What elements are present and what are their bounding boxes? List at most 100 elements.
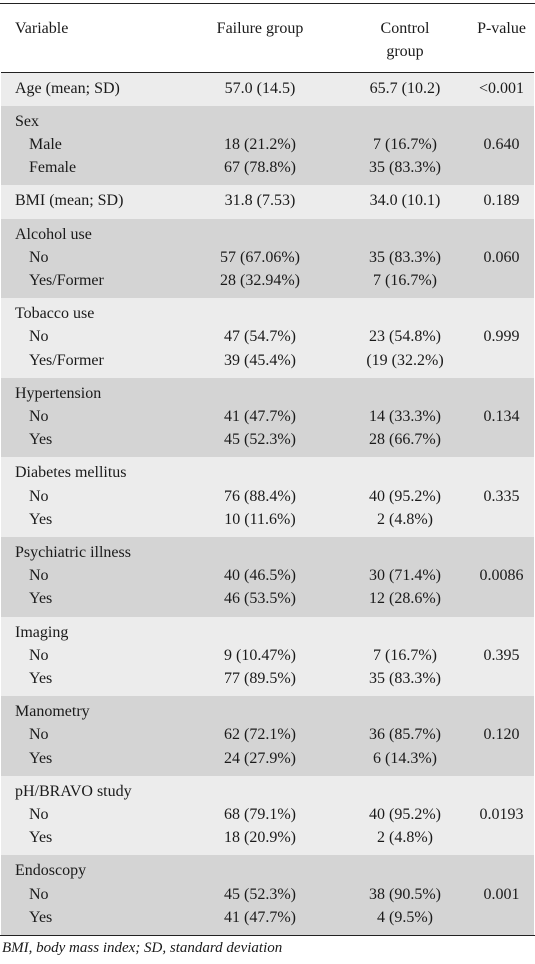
p-cell: 0.134 [475,378,534,458]
failure-value: 18 (20.9%) [224,829,296,847]
sub-row-label: Yes [29,829,53,847]
row-group-cell: Diabetes mellitus No Yes [1,457,185,537]
control-cell: 36 (85.7%) 6 (14.3%) [335,696,475,776]
control-value: 7 (16.7%) [373,271,437,289]
failure-cell: 18 (21.2%) 67 (78.8%) [185,106,335,186]
table-row-group: Sex Male Female 18 (21.2%) 67 (78.8%) 7 (16… [1,105,534,186]
table-row-group: Hypertension No Yes 41 (47.7%) 45 (52.3%) 1… [1,377,534,458]
control-value: 7 (16.7%) [373,135,437,153]
sub-row-label: Yes [29,669,53,687]
sub-row-label: No [29,487,49,505]
control-value: 23 (54.8%) [369,328,441,346]
failure-value: 10 (11.6%) [224,510,296,528]
failure-value: 31.8 (7.53) [224,192,296,210]
p-cell: 0.335 [475,457,534,537]
failure-value: 41 (47.7%) [224,407,296,425]
control-value: 34.0 (10.1) [369,192,441,210]
header-control-group: Control group [335,4,475,72]
row-group-cell: Psychiatric illness No Yes [1,537,185,617]
row-group-cell: pH/BRAVO study No Yes [1,776,185,856]
failure-value: 57 (67.06%) [220,248,300,266]
table-row-group: BMI (mean; SD) 31.8 (7.53) 34.0 (10.1) 0.18… [1,185,534,219]
control-value: 7 (16.7%) [373,646,437,664]
failure-cell: 62 (72.1%) 24 (27.9%) [185,696,335,776]
sub-row-label: Yes [29,510,53,528]
header-control-line2: group [386,43,424,60]
table-row: Imaging No Yes 9 (10.47%) 77 (89.5%) 7 (16.… [1,617,534,697]
row-label: Age (mean; SD) [15,79,120,97]
control-value: 36 (85.7%) [369,726,441,744]
p-value: <0.001 [478,79,525,97]
failure-value: 47 (54.7%) [224,328,296,346]
table-row-group: pH/BRAVO study No Yes 68 (79.1%) 18 (20.9%)… [1,775,534,856]
failure-value: 57.0 (14.5) [224,79,296,97]
p-cell: 0.0086 [475,537,534,617]
failure-value: 67 (78.8%) [224,159,296,177]
table-row-group: Manometry No Yes 62 (72.1%) 24 (27.9%) 36 (… [1,696,534,776]
control-value: 40 (95.2%) [369,805,441,823]
control-value: 12 (28.6%) [369,590,441,608]
control-value: 30 (71.4%) [369,567,441,585]
sub-row-label: Yes/Former [29,271,104,289]
failure-value: 18 (21.2%) [224,135,296,153]
row-group-cell: Tobacco use No Yes/Former [1,298,185,378]
table-row: Manometry No Yes 62 (72.1%) 24 (27.9%) 36 (… [1,696,534,776]
failure-value: 76 (88.4%) [224,487,296,505]
p-cell: 0.395 [475,617,534,697]
row-group-cell: Manometry No Yes [1,696,185,776]
sub-row-label: Male [29,135,62,153]
control-value: 35 (83.3%) [369,669,441,687]
p-cell: 0.0193 [475,776,534,856]
sub-row-label: No [29,646,49,664]
sub-row-label: Yes [29,590,53,608]
p-value: 0.0086 [479,567,524,585]
failure-value: 45 (52.3%) [224,885,296,903]
failure-value: 39 (45.4%) [224,351,296,369]
p-value: 0.060 [483,248,520,266]
sub-row-label: Yes [29,908,53,926]
p-value: 0.640 [483,135,520,153]
control-cell: 40 (95.2%) 2 (4.8%) [335,457,475,537]
failure-cell: 57 (67.06%) 28 (32.94%) [185,219,335,299]
p-value: 0.001 [483,885,520,903]
row-label: Endoscopy [15,862,87,880]
table-row: pH/BRAVO study No Yes 68 (79.1%) 18 (20.9%)… [1,776,534,856]
control-value: 14 (33.3%) [369,407,441,425]
control-value: 28 (66.7%) [369,431,441,449]
control-cell: 14 (33.3%) 28 (66.7%) [335,378,475,458]
p-value: 0.120 [483,726,520,744]
row-label: Psychiatric illness [15,543,131,561]
failure-value: 24 (27.9%) [224,749,296,767]
row-label: Alcohol use [15,225,92,243]
table-footnote: BMI, body mass index; SD, standard devia… [0,935,535,961]
p-cell: 0.120 [475,696,534,776]
p-cell: 0.001 [475,855,534,935]
row-label: BMI (mean; SD) [15,192,124,210]
p-cell: 0.640 [475,106,534,186]
failure-value: 62 (72.1%) [224,726,296,744]
table-header: Variable Failure group Control group P-va… [1,4,534,72]
table-row: Alcohol use No Yes/Former 57 (67.06%) 28 (3… [1,219,534,299]
control-value: 6 (14.3%) [373,749,437,767]
control-value: 2 (4.8%) [377,829,433,847]
header-variable: Variable [15,20,69,37]
failure-value: 45 (52.3%) [224,431,296,449]
row-group-cell: Sex Male Female [1,106,185,186]
failure-value: 28 (32.94%) [220,271,300,289]
header-failure-group: Failure group [216,20,304,37]
row-label: Tobacco use [15,305,95,323]
sub-row-label: Yes/Former [29,351,104,369]
p-value: 0.395 [483,646,520,664]
failure-cell: 41 (47.7%) 45 (52.3%) [185,378,335,458]
sub-row-label: No [29,248,49,266]
table-row: Age (mean; SD) 57.0 (14.5) 65.7 (10.2) <0.0… [1,72,534,106]
row-label: Manometry [15,703,90,721]
control-value: 35 (83.3%) [369,248,441,266]
failure-value: 9 (10.47%) [224,646,296,664]
table-row-group: Psychiatric illness No Yes 40 (46.5%) 46 (5… [1,536,534,617]
p-value: 0.999 [483,328,520,346]
table-row-group: Endoscopy No Yes 45 (52.3%) 41 (47.7%) 38 (… [1,855,534,935]
failure-cell: 76 (88.4%) 10 (11.6%) [185,457,335,537]
table-row: Psychiatric illness No Yes 40 (46.5%) 46 (5… [1,537,534,617]
control-cell: 38 (90.5%) 4 (9.5%) [335,855,475,935]
